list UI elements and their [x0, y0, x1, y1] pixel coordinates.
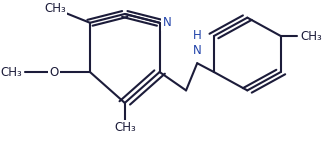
- Text: CH₃: CH₃: [44, 2, 66, 15]
- Text: CH₃: CH₃: [114, 121, 136, 134]
- Text: N: N: [162, 16, 171, 29]
- Text: CH₃: CH₃: [300, 30, 322, 42]
- Text: H
N: H N: [193, 29, 202, 57]
- Text: CH₃: CH₃: [0, 66, 22, 78]
- Text: O: O: [49, 66, 58, 78]
